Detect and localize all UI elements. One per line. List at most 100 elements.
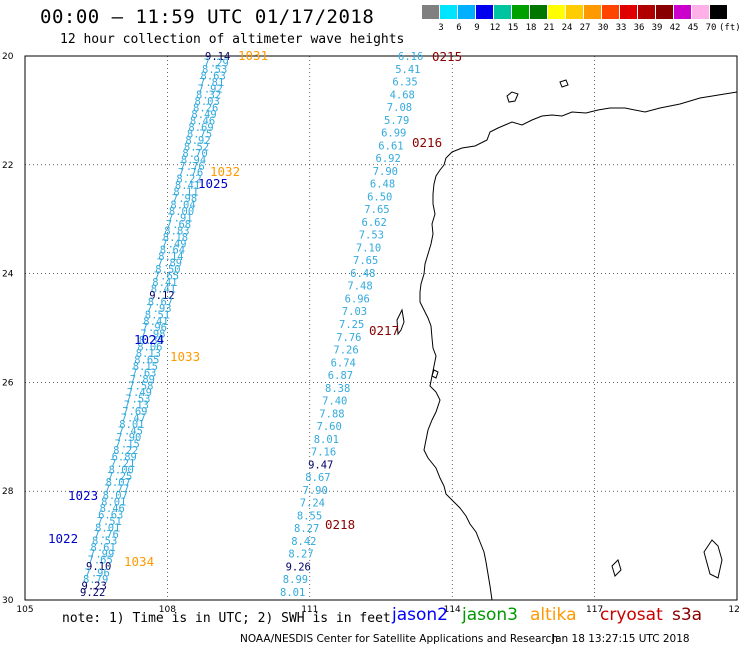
wave-height-point: 8.49	[191, 109, 216, 121]
scale-label: 39	[651, 23, 663, 33]
wave-height-point: 7.21	[110, 458, 135, 470]
scale-label: 36	[633, 23, 645, 33]
wave-height-point: 8.01	[119, 419, 144, 431]
wave-height-point: 6.87	[328, 370, 353, 382]
lat-tick-label: 20	[2, 52, 14, 62]
scale-label: 9	[474, 23, 480, 33]
wave-height-point: 8.00	[109, 464, 134, 476]
wave-height-point: 8.65	[134, 355, 159, 367]
wave-height-point: 8.64	[160, 245, 185, 257]
wave-height-point: 8.32	[196, 90, 221, 102]
wave-height-point: 7.89	[157, 258, 182, 270]
pass-label: 1033	[170, 349, 200, 364]
legend-cryosat: cryosat	[600, 605, 663, 625]
wave-height-point: 8.67	[305, 472, 330, 484]
wave-height-point: 7.69	[122, 406, 147, 418]
wave-height-point: 7.96	[142, 322, 167, 334]
pass-label: 1025	[198, 176, 228, 191]
legend-jason2: jason2	[392, 605, 448, 625]
lon-tick-label: 120	[728, 605, 740, 615]
wave-height-point: 8.27	[288, 549, 313, 561]
wave-height-point: 8.22	[176, 174, 201, 186]
scale-label: 3	[438, 23, 444, 33]
wave-height-point: 7.76	[336, 332, 361, 344]
wave-height-point: 7.92	[198, 83, 223, 95]
scale-swatch	[566, 5, 583, 19]
wave-height-point: 8.53	[92, 535, 117, 547]
pass-label: 0218	[325, 517, 355, 532]
island-1	[506, 91, 519, 103]
island-6	[431, 369, 439, 379]
wave-height-point: 6.16	[398, 51, 423, 63]
wave-height-point: 8.26	[193, 103, 218, 115]
wave-height-point: 7.91	[167, 212, 192, 224]
legend-jason3: jason3	[462, 605, 518, 625]
scale-swatch	[638, 5, 655, 19]
wave-height-point: 7.58	[128, 380, 153, 392]
wave-height-point: 9.12	[149, 290, 174, 302]
lat-tick-label: 26	[2, 378, 14, 388]
wave-height-point: 8.53	[202, 64, 227, 76]
wave-height-point: 8.01	[101, 497, 126, 509]
scale-label: 6	[456, 23, 462, 33]
footer-note: note: 1) Time is in UTC; 2) SWH is in fe…	[62, 611, 391, 626]
island-3	[559, 79, 569, 88]
wave-height-point: 7.47	[121, 413, 146, 425]
mainland-coast	[419, 91, 738, 601]
wave-height-point: 8.01	[314, 434, 339, 446]
wave-height-point: 5.41	[395, 64, 420, 76]
wave-height-point: 7.68	[166, 219, 191, 231]
wave-height-point: 9.22	[80, 587, 105, 599]
wave-height-point: 8.15	[133, 361, 158, 373]
wave-height-point: 8.01	[95, 522, 120, 534]
scale-swatch	[620, 5, 637, 19]
wave-height-point: 9.47	[308, 459, 333, 471]
scale-swatch	[656, 5, 673, 19]
wave-height-point: 6.48	[370, 179, 395, 191]
wave-height-point: 8.51	[145, 309, 170, 321]
pass-label: 0215	[432, 49, 462, 64]
scale-swatch	[548, 5, 565, 19]
pass-label: 1022	[48, 531, 78, 546]
wave-height-point: 7.90	[373, 166, 398, 178]
wave-height-point: 7.10	[356, 242, 381, 254]
wave-height-point: 8.41	[143, 316, 168, 328]
map-gridlines	[24, 55, 738, 601]
wave-height-point: 7.65	[364, 204, 389, 216]
pass-label: 1023	[68, 488, 98, 503]
lon-tick-label: 105	[16, 605, 33, 615]
lat-tick-label: 22	[2, 161, 13, 171]
scale-swatch	[422, 5, 439, 19]
pass-label: 0217	[369, 323, 399, 338]
wave-height-point: 7.25	[339, 319, 364, 331]
scale-label: (ft)	[719, 23, 740, 33]
wave-height-point: 7.24	[300, 498, 325, 510]
wave-height-point: 7.29	[204, 58, 229, 70]
scale-swatch	[476, 5, 493, 19]
wave-height-point: 8.41	[152, 277, 177, 289]
wave-height-point: 7.93	[146, 303, 171, 315]
wave-height-point: 8.03	[195, 96, 220, 108]
page-title: 00:00 – 11:59 UTC 01/17/2018	[40, 6, 375, 28]
scale-label: 12	[489, 23, 501, 33]
wave-height-point: 8.55	[297, 510, 322, 522]
pass-label: 1032	[210, 164, 240, 179]
wave-height-point: 8.04	[170, 200, 195, 212]
wave-height-point: 7.76	[178, 167, 203, 179]
wave-height-point: 6.96	[345, 294, 370, 306]
wave-height-point: 9.26	[286, 562, 311, 574]
wave-height-point: 8.63	[201, 70, 226, 82]
pass-label: 1034	[124, 554, 154, 569]
lon-tick-label: 114	[444, 605, 461, 615]
wave-height-point: 8.07	[103, 490, 128, 502]
wave-height-point: 8.41	[151, 284, 176, 296]
wave-height-point: 8.52	[184, 141, 209, 153]
wave-height-point: 7.89	[130, 374, 155, 386]
wave-height-point: 8.99	[283, 574, 308, 586]
wave-height-point: 7.77	[104, 484, 129, 496]
wave-height-point: 8.79	[83, 574, 108, 586]
wave-height-point: 6.63	[98, 510, 123, 522]
wave-height-point: 7.65	[154, 271, 179, 283]
